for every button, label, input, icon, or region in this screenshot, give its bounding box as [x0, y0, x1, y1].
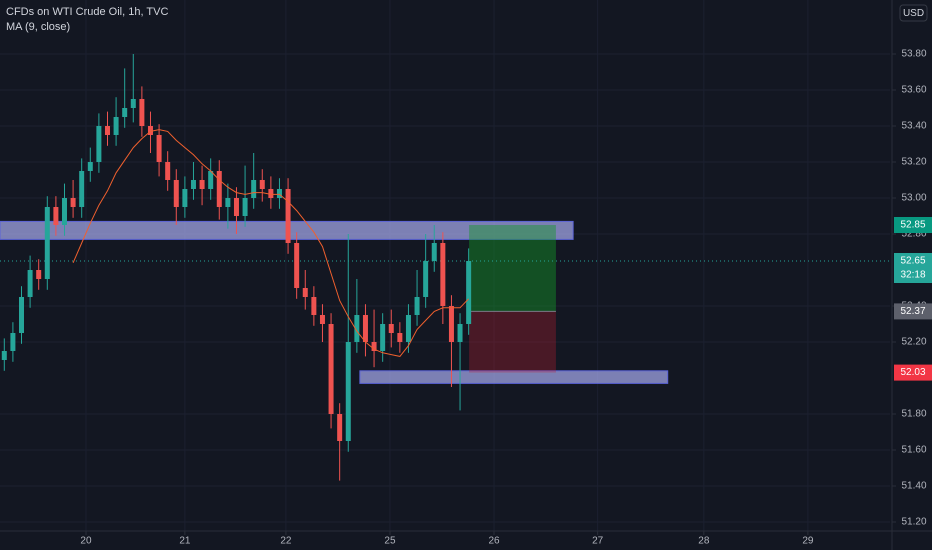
price-badge: [894, 303, 932, 320]
y-tick-label: 51.60: [901, 445, 926, 456]
indicator-legend[interactable]: MA (9, close): [6, 21, 70, 33]
position-stop: [469, 311, 556, 373]
candle-body: [311, 297, 317, 315]
candle-body: [225, 198, 231, 207]
candle-body: [70, 198, 76, 207]
y-tick-label: 52.80: [901, 229, 926, 240]
candle-body: [431, 243, 437, 261]
candle-body: [208, 171, 214, 189]
candle-body: [182, 189, 188, 207]
price-badge-label: 52.65: [900, 256, 925, 267]
candle-body: [388, 324, 394, 333]
candle-body: [466, 261, 472, 324]
x-tick-label: 28: [698, 536, 710, 547]
candle-body: [448, 306, 454, 342]
candle-body: [397, 333, 403, 342]
candle-body: [302, 288, 308, 297]
candle-body: [53, 207, 59, 225]
candle-body: [96, 126, 102, 162]
ma-line: [72, 129, 469, 357]
price-badge-label: 52.85: [900, 220, 925, 231]
countdown-label: 32:18: [900, 270, 925, 281]
candle-body: [423, 261, 429, 297]
candle-body: [414, 297, 420, 315]
y-tick-label: 53.20: [901, 157, 926, 168]
candle-body: [328, 324, 334, 414]
chart-title: CFDs on WTI Crude Oil, 1h, TVC: [6, 6, 168, 18]
candle-body: [242, 198, 248, 216]
candle-body: [156, 135, 162, 162]
candle-body: [165, 162, 171, 180]
y-tick-label: 52.20: [901, 337, 926, 348]
y-tick-label: 53.80: [901, 49, 926, 60]
x-tick-label: 26: [488, 536, 500, 547]
candle-body: [337, 414, 343, 441]
candle-body: [362, 315, 368, 342]
x-tick-label: 22: [280, 536, 292, 547]
candle-body: [233, 198, 239, 216]
price-badge: [894, 364, 932, 381]
plot-area: [0, 0, 890, 531]
candle-body: [405, 315, 411, 342]
candle-body: [61, 198, 67, 225]
y-tick-label: 53.40: [901, 121, 926, 132]
price-badge-label: 52.03: [900, 367, 925, 378]
candle-body: [122, 108, 128, 117]
y-tick-label: 53.60: [901, 85, 926, 96]
y-tick-label: 51.20: [901, 517, 926, 528]
candle-body: [319, 315, 325, 324]
candle-body: [18, 297, 24, 333]
zone: [359, 370, 669, 384]
x-tick-label: 21: [179, 536, 191, 547]
candle-body: [457, 324, 463, 342]
candle-body: [199, 180, 205, 189]
candle-body: [345, 342, 351, 441]
y-tick-label: 53.00: [901, 193, 926, 204]
candle-body: [87, 162, 93, 171]
x-tick-label: 20: [80, 536, 92, 547]
x-tick-label: 29: [802, 536, 814, 547]
candle-body: [1, 351, 7, 360]
candle-body: [27, 270, 33, 297]
candle-body: [79, 171, 85, 207]
candle-body: [354, 315, 360, 342]
candle-body: [371, 342, 377, 351]
y-tick-label: 51.80: [901, 409, 926, 420]
candle-body: [130, 99, 136, 108]
candle-body: [44, 207, 50, 279]
candle-body: [10, 333, 16, 351]
candle-body: [139, 99, 145, 126]
candle-body: [268, 189, 274, 198]
candle-body: [251, 180, 257, 198]
price-badge: [894, 217, 932, 233]
price-badge-label: 52.37: [900, 306, 925, 317]
candle-body: [173, 180, 179, 207]
candle-body: [216, 171, 222, 207]
y-tick-label: 51.40: [901, 481, 926, 492]
candle-body: [440, 243, 446, 306]
candle-body: [190, 180, 196, 189]
candle-body: [147, 126, 153, 135]
currency-label[interactable]: USD: [903, 8, 924, 19]
x-tick-label: 25: [384, 536, 396, 547]
currency-button[interactable]: [899, 4, 928, 22]
candle-body: [276, 189, 282, 198]
candle-body: [285, 189, 291, 243]
candle-body: [36, 270, 42, 279]
candle-body: [113, 117, 119, 135]
candle-body: [294, 243, 300, 288]
position-target: [469, 225, 556, 312]
candle-body: [259, 180, 265, 189]
candle-body: [104, 126, 110, 135]
candle-body: [380, 324, 386, 351]
price-badge: [894, 253, 932, 283]
x-tick-label: 27: [592, 536, 604, 547]
